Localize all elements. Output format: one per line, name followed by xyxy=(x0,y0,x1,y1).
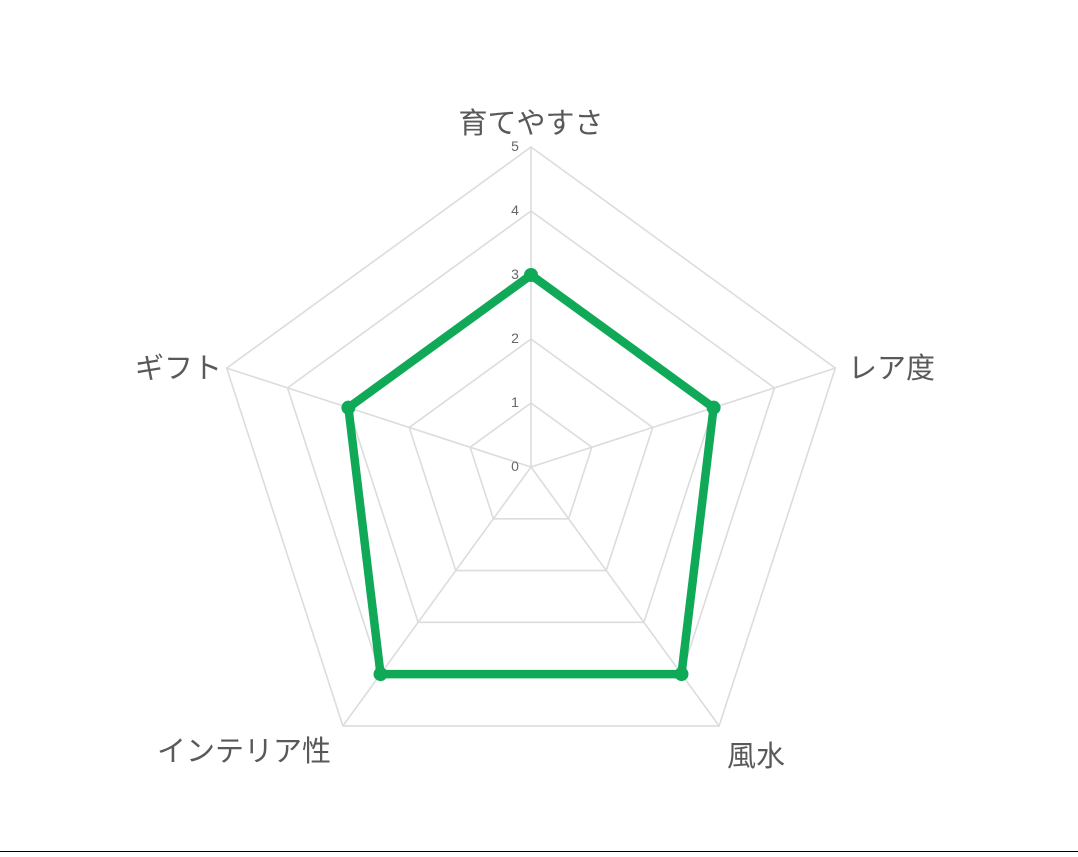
svg-text:2: 2 xyxy=(511,330,519,346)
svg-text:1: 1 xyxy=(511,394,519,410)
svg-text:4: 4 xyxy=(511,202,519,218)
svg-text:0: 0 xyxy=(511,458,519,474)
